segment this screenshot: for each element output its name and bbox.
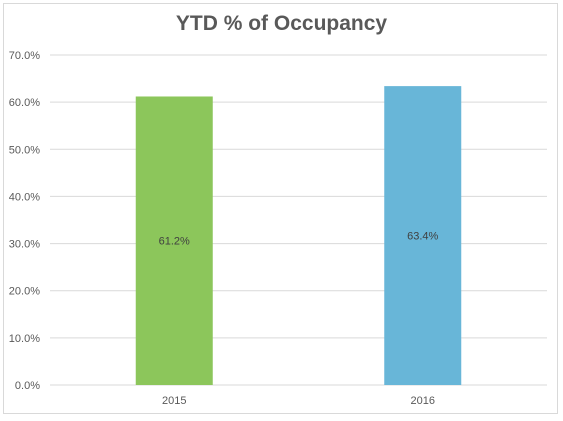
x-tick-label: 2015 — [162, 395, 186, 407]
y-tick-label: 50.0% — [9, 144, 40, 156]
data-labels: 61.2% 63.4% — [159, 231, 439, 248]
y-tick-label: 70.0% — [9, 50, 40, 62]
bar-2016 — [384, 86, 462, 385]
y-tick-label: 40.0% — [9, 191, 40, 203]
x-axis-ticks: 2015 2016 — [162, 395, 435, 407]
chart-frame — [3, 3, 558, 414]
data-label: 61.2% — [159, 236, 190, 248]
bar-2015 — [135, 96, 213, 385]
x-tick-label: 2016 — [411, 395, 435, 407]
bars — [135, 86, 462, 385]
y-axis-ticks: 0.0% 10.0% 20.0% 30.0% 40.0% 50.0% 60.0% 70.0% — [9, 50, 40, 392]
gridlines — [50, 54, 547, 386]
y-tick-label: 20.0% — [9, 286, 40, 298]
y-tick-label: 0.0% — [15, 380, 40, 392]
y-tick-label: 60.0% — [9, 97, 40, 109]
y-tick-label: 10.0% — [9, 333, 40, 345]
y-tick-label: 30.0% — [9, 239, 40, 251]
chart-title: YTD % of Occupancy — [175, 12, 388, 35]
data-label: 63.4% — [407, 231, 438, 243]
